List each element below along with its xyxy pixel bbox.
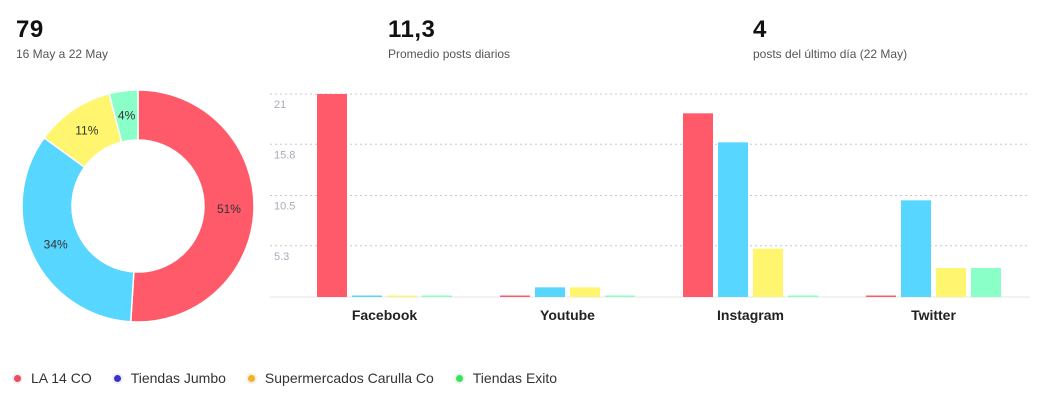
stat-last-day-posts: 4 posts del último día (22 May) xyxy=(753,16,907,61)
legend-dot-icon xyxy=(455,374,463,382)
y-tick-label: 5.3 xyxy=(274,251,289,263)
legend-item-tiendas-exito[interactable]: Tiendas Exito xyxy=(455,370,558,386)
donut-slice-label: 4% xyxy=(118,109,136,123)
bar-0-1[interactable] xyxy=(352,295,382,298)
x-category-label: Facebook xyxy=(352,307,418,323)
bar-1-0[interactable] xyxy=(500,295,530,298)
stat-date-range: 16 May a 22 May xyxy=(16,47,109,61)
bar-0-0[interactable] xyxy=(317,94,347,297)
legend-label: Tiendas Exito xyxy=(472,370,558,386)
legend-dot-icon xyxy=(113,374,121,382)
x-category-label: Instagram xyxy=(717,307,784,323)
stat-daily-average-value: 11,3 xyxy=(388,16,436,43)
legend-label: Supermercados Carulla Co xyxy=(264,370,434,386)
bar-0-3[interactable] xyxy=(422,295,452,298)
bar-0-2[interactable] xyxy=(387,295,417,298)
legend-label: Tiendas Jumbo xyxy=(130,370,226,386)
bar-2-1[interactable] xyxy=(718,142,748,297)
x-category-label: Youtube xyxy=(540,307,595,323)
bar-3-0[interactable] xyxy=(866,295,896,298)
stat-daily-average-label: Promedio posts diarios xyxy=(388,47,511,61)
y-tick-label: 15.8 xyxy=(274,149,295,161)
chart-legend: LA 14 CO Tiendas Jumbo Supermercados Car… xyxy=(14,370,579,386)
donut-slice-1[interactable] xyxy=(21,136,135,323)
donut-slice-0[interactable] xyxy=(129,89,255,323)
stat-total-value: 79 xyxy=(16,16,44,43)
bar-1-2[interactable] xyxy=(570,287,600,297)
bar-1-3[interactable] xyxy=(605,295,635,298)
legend-item-la14[interactable]: LA 14 CO xyxy=(14,370,92,386)
bar-2-2[interactable] xyxy=(753,248,783,297)
bar-1-1[interactable] xyxy=(535,287,565,297)
bar-2-0[interactable] xyxy=(683,113,713,297)
stat-last-day-label: posts del último día (22 May) xyxy=(753,47,908,61)
legend-dot-icon xyxy=(14,374,21,382)
donut-slice-label: 34% xyxy=(44,238,68,252)
bar-3-1[interactable] xyxy=(901,200,931,297)
bar-2-3[interactable] xyxy=(788,295,818,298)
bar-3-3[interactable] xyxy=(971,268,1001,297)
donut-slice-label: 11% xyxy=(75,124,98,138)
bar-chart: 21 15.8 10.5 5.3 Facebook Youtube Instagram Twi… xyxy=(270,93,1030,323)
stat-daily-average: 11,3 Promedio posts diarios xyxy=(388,16,510,61)
y-tick-label: 21 xyxy=(274,99,286,111)
stat-last-day-value: 4 xyxy=(753,16,767,43)
donut-slice-3[interactable] xyxy=(108,89,139,143)
bar-3-2[interactable] xyxy=(936,268,966,297)
legend-item-tiendas-jumbo[interactable]: Tiendas Jumbo xyxy=(113,370,226,386)
y-tick-label: 10.5 xyxy=(274,201,295,213)
donut-chart: 51% 34% 11% 4% xyxy=(21,89,255,323)
stat-total-posts: 79 16 May a 22 May xyxy=(16,16,108,61)
legend-item-carulla[interactable]: Supermercados Carulla Co xyxy=(247,370,434,386)
legend-dot-icon xyxy=(247,374,255,382)
legend-label: LA 14 CO xyxy=(31,370,92,386)
donut-slice-label: 51% xyxy=(217,202,241,216)
x-category-label: Twitter xyxy=(911,307,956,323)
